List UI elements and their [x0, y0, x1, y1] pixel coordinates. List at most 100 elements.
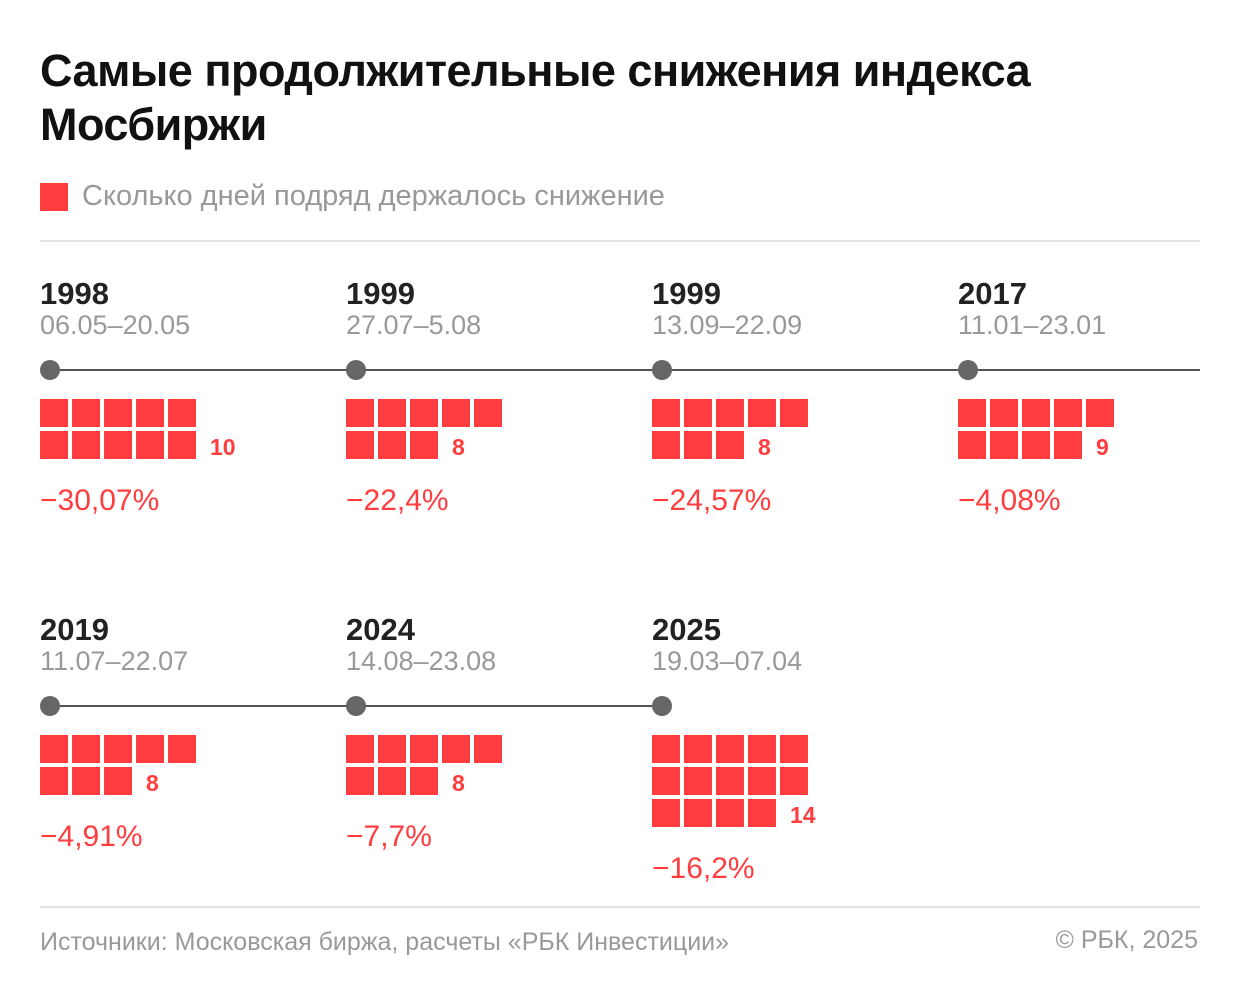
day-square	[958, 431, 986, 459]
day-square	[346, 735, 374, 763]
day-square	[378, 767, 406, 795]
period-dates: 13.09–22.09	[652, 310, 803, 340]
change-percent: −16,2%	[652, 852, 755, 885]
timeline-dot	[958, 360, 978, 380]
day-square	[410, 399, 438, 427]
day-square	[40, 431, 68, 459]
timeline-dot	[40, 360, 60, 380]
period-year: 2019	[40, 612, 109, 647]
period-year: 2017	[958, 276, 1027, 311]
day-square	[378, 735, 406, 763]
day-square	[1086, 399, 1114, 427]
period-dates: 27.07–5.08	[346, 310, 482, 340]
day-square	[716, 799, 744, 827]
days-count: 8	[146, 770, 159, 796]
day-square	[716, 399, 744, 427]
source-note: Источники: Московская биржа, расчеты «РБ…	[40, 928, 730, 956]
day-square	[780, 735, 808, 763]
days-count: 8	[452, 770, 465, 796]
timeline-dot	[40, 696, 60, 716]
day-square	[104, 735, 132, 763]
day-square	[378, 431, 406, 459]
day-square	[780, 399, 808, 427]
period-dates: 11.01–23.01	[958, 310, 1107, 340]
day-square	[410, 767, 438, 795]
day-square	[684, 735, 712, 763]
legend: Сколько дней подряд держалось снижение	[40, 180, 665, 213]
day-square	[410, 735, 438, 763]
top-divider	[40, 240, 1200, 242]
day-square	[958, 399, 986, 427]
day-square	[652, 431, 680, 459]
change-percent: −24,57%	[652, 484, 772, 517]
day-square	[72, 767, 100, 795]
day-square	[136, 399, 164, 427]
period-dates: 19.03–07.04	[652, 646, 803, 676]
day-square	[40, 735, 68, 763]
day-square	[748, 767, 776, 795]
day-square	[40, 399, 68, 427]
day-square	[168, 735, 196, 763]
day-square	[1054, 431, 1082, 459]
period-year: 1999	[652, 276, 721, 311]
day-square	[72, 399, 100, 427]
bottom-divider	[40, 906, 1200, 908]
day-square	[136, 735, 164, 763]
change-percent: −30,07%	[40, 484, 160, 517]
day-square	[104, 431, 132, 459]
day-square	[716, 767, 744, 795]
day-square	[1054, 399, 1082, 427]
day-square	[410, 431, 438, 459]
day-square	[104, 399, 132, 427]
day-square	[442, 399, 470, 427]
day-square	[652, 399, 680, 427]
day-square	[40, 767, 68, 795]
day-square	[684, 799, 712, 827]
days-count: 10	[210, 434, 236, 460]
day-square	[72, 735, 100, 763]
change-percent: −4,08%	[958, 484, 1061, 517]
day-square	[652, 735, 680, 763]
day-square	[748, 735, 776, 763]
day-square	[652, 767, 680, 795]
day-square	[474, 735, 502, 763]
period-year: 1999	[346, 276, 415, 311]
day-square	[72, 431, 100, 459]
timeline-dot	[652, 360, 672, 380]
day-square	[168, 431, 196, 459]
change-percent: −7,7%	[346, 820, 432, 853]
days-count: 9	[1096, 434, 1109, 460]
day-square	[748, 399, 776, 427]
period-year: 1998	[40, 276, 109, 311]
timeline-dot	[346, 360, 366, 380]
day-square	[346, 399, 374, 427]
day-square	[716, 735, 744, 763]
period-year: 2024	[346, 612, 415, 647]
day-square	[136, 431, 164, 459]
day-square	[346, 767, 374, 795]
period-dates: 11.07–22.07	[40, 646, 189, 676]
day-square	[1022, 431, 1050, 459]
page-title: Самые продолжительные снижения индекса М…	[40, 45, 1031, 150]
timeline-row-1	[50, 369, 1200, 371]
days-count: 8	[758, 434, 771, 460]
day-square	[684, 399, 712, 427]
day-square	[1022, 399, 1050, 427]
change-percent: −4,91%	[40, 820, 143, 853]
day-square	[652, 799, 680, 827]
day-square	[684, 767, 712, 795]
day-square	[474, 399, 502, 427]
day-square	[684, 431, 712, 459]
day-square	[748, 799, 776, 827]
change-percent: −22,4%	[346, 484, 449, 517]
days-count: 14	[790, 802, 816, 828]
day-square	[990, 399, 1018, 427]
day-square	[168, 399, 196, 427]
day-square	[716, 431, 744, 459]
legend-swatch	[40, 182, 68, 211]
timeline-dot	[652, 696, 672, 716]
period-dates: 14.08–23.08	[346, 646, 497, 676]
day-square	[378, 399, 406, 427]
day-square	[442, 735, 470, 763]
day-square	[990, 431, 1018, 459]
